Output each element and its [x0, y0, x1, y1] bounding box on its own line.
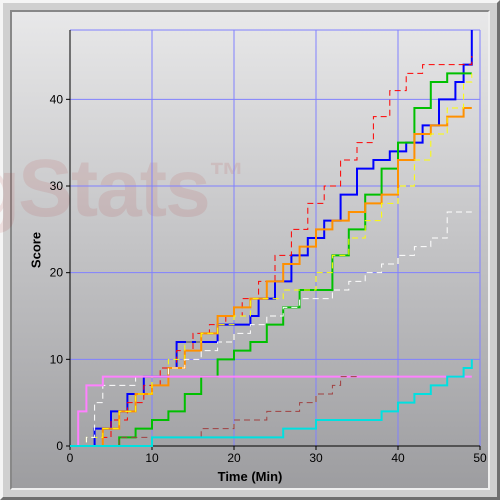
chart-inner: ngStats™ Score Time (Min) 01020304050010… — [10, 10, 490, 490]
svg-text:0: 0 — [56, 439, 63, 453]
series-yellow-dashed — [70, 73, 472, 446]
svg-text:40: 40 — [50, 92, 64, 106]
svg-text:0: 0 — [67, 451, 74, 465]
svg-text:40: 40 — [391, 451, 405, 465]
series-red-dashed — [70, 56, 472, 446]
series-green-solid — [70, 73, 472, 446]
svg-text:20: 20 — [227, 451, 241, 465]
svg-text:30: 30 — [309, 451, 323, 465]
series-blue-solid — [70, 30, 472, 446]
svg-text:50: 50 — [473, 451, 487, 465]
svg-text:30: 30 — [50, 179, 64, 193]
svg-text:10: 10 — [50, 352, 64, 366]
series-orange-solid — [70, 108, 472, 446]
chart-frame: ngStats™ Score Time (Min) 01020304050010… — [0, 0, 500, 500]
plot-svg: 0 10 20 30 40 50 0 10 20 30 40 — [12, 12, 488, 488]
svg-text:10: 10 — [145, 451, 159, 465]
svg-text:20: 20 — [50, 266, 64, 280]
